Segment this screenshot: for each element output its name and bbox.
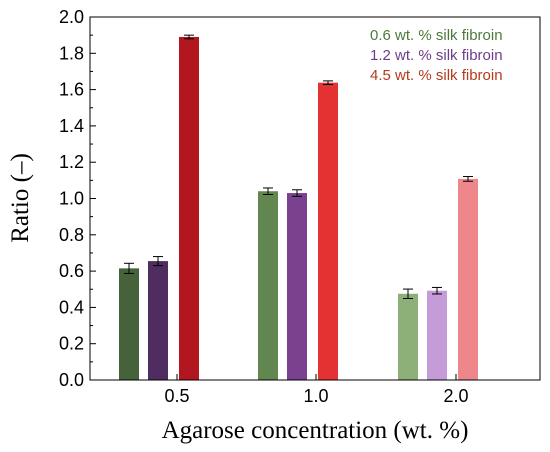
y-tick-label: 0.8	[59, 225, 84, 245]
x-axis-title: Agarose concentration (wt. %)	[162, 417, 469, 444]
x-tick-label: 2.0	[443, 386, 468, 406]
bar	[427, 290, 447, 380]
y-tick-label: 0.2	[59, 334, 84, 354]
y-tick-label: 0.6	[59, 261, 84, 281]
bar	[398, 293, 418, 380]
y-tick-label: 1.8	[59, 43, 84, 63]
x-tick-label: 1.0	[303, 386, 328, 406]
y-axis-title: Ratio (–)	[7, 153, 34, 243]
bar	[258, 191, 278, 380]
legend: 0.6 wt. % silk fibroin 1.2 wt. % silk fib…	[370, 27, 503, 84]
y-axis-ticks: 0.0 0.2 0.4 0.6 0.8 1.0 1.2 1.4 1.6 1.8 2.0	[59, 7, 96, 390]
bar	[148, 261, 168, 380]
legend-entry: 1.2 wt. % silk fibroin	[370, 47, 503, 64]
y-tick-label: 1.2	[59, 152, 84, 172]
x-tick-label: 0.5	[164, 386, 189, 406]
y-tick-label: 1.4	[59, 116, 84, 136]
bars-layer	[119, 34, 478, 381]
bar	[318, 82, 338, 380]
y-tick-label: 0.4	[59, 297, 84, 317]
legend-entry: 0.6 wt. % silk fibroin	[370, 27, 503, 44]
y-tick-label: 1.6	[59, 80, 84, 100]
y-tick-label: 2.0	[59, 7, 84, 27]
y-tick-label: 0.0	[59, 370, 84, 390]
bar	[119, 268, 139, 380]
bar	[179, 36, 199, 381]
y-tick-label: 1.0	[59, 189, 84, 209]
bar	[458, 178, 478, 380]
x-axis-ticks: 0.5 1.0 2.0	[164, 374, 469, 406]
legend-entry: 4.5 wt. % silk fibroin	[370, 67, 503, 84]
bar	[287, 193, 307, 380]
